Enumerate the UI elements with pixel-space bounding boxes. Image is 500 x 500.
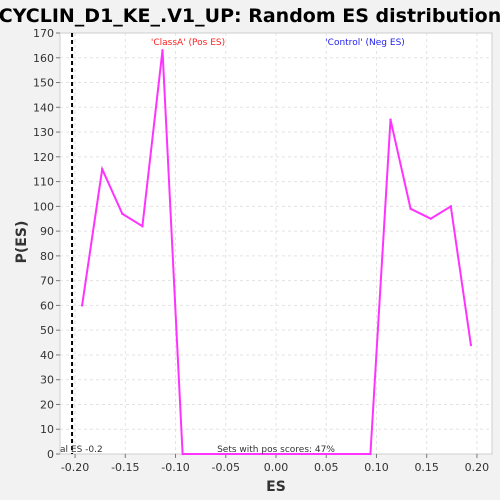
axes: -0.20 -0.15 -0.10 -0.05 0.00 0.05 0.10 0.15 0.20… — [33, 27, 493, 474]
data-point — [161, 49, 164, 52]
data-point — [469, 343, 473, 347]
y-tick-label: 140 — [33, 101, 54, 114]
data-point — [449, 205, 453, 208]
y-tick-label: 120 — [33, 151, 54, 164]
annotations: 'ClassA' (Pos ES) 'Control' (Neg ES) Sets … — [60, 33, 405, 455]
x-tick-label: 0.20 — [465, 461, 490, 474]
x-tick-label: -0.15 — [111, 461, 139, 474]
y-tick-label: 80 — [40, 250, 54, 263]
y-axis-label: P(ES) — [14, 221, 30, 264]
y-tick-label: 90 — [40, 225, 54, 238]
y-tick-label: 30 — [40, 374, 54, 387]
x-tick-label: 0.00 — [264, 461, 289, 474]
y-tick-label: 100 — [33, 200, 54, 213]
x-tick-label: -0.20 — [61, 461, 89, 474]
x-tick-label: -0.05 — [212, 461, 240, 474]
x-tick-label: -0.10 — [161, 461, 189, 474]
y-tick-label: 40 — [40, 349, 54, 362]
sets-pos-scores-text: Sets with pos scores: 47% — [217, 445, 335, 455]
x-axis-label: ES — [266, 479, 286, 495]
y-tick-label: 130 — [33, 126, 54, 139]
data-point — [121, 212, 124, 215]
series-line — [81, 50, 472, 455]
data-point — [389, 118, 392, 121]
y-tick-label: 70 — [40, 275, 54, 288]
chart-title: CYCLIN_D1_KE_.V1_UP: Random ES distribut… — [0, 5, 500, 27]
data-point — [429, 217, 432, 220]
x-tick-label: 0.15 — [414, 461, 439, 474]
pos-es-label: 'ClassA' (Pos ES) — [151, 38, 225, 48]
y-tick-label: 170 — [33, 27, 54, 40]
y-tick-label: 110 — [33, 176, 54, 189]
data-point — [181, 452, 184, 456]
series-layer — [80, 49, 473, 456]
y-tick-label: 10 — [40, 423, 54, 436]
neg-es-label: 'Control' (Neg ES) — [325, 38, 405, 48]
y-tick-label: 50 — [40, 324, 54, 337]
y-tick-label: 0 — [47, 448, 54, 461]
data-point — [100, 168, 104, 171]
x-tick-label: 0.10 — [364, 461, 389, 474]
data-point — [409, 207, 412, 211]
y-tick-label: 20 — [40, 398, 54, 411]
x-tick-label: 0.05 — [314, 461, 339, 474]
actual-es-label: al ES -0.2 — [60, 445, 103, 455]
data-point — [141, 224, 144, 228]
data-point — [369, 452, 372, 456]
y-tick-label: 160 — [33, 52, 54, 65]
data-point — [80, 304, 84, 307]
y-tick-label: 150 — [33, 77, 54, 90]
y-tick-label: 60 — [40, 299, 54, 312]
